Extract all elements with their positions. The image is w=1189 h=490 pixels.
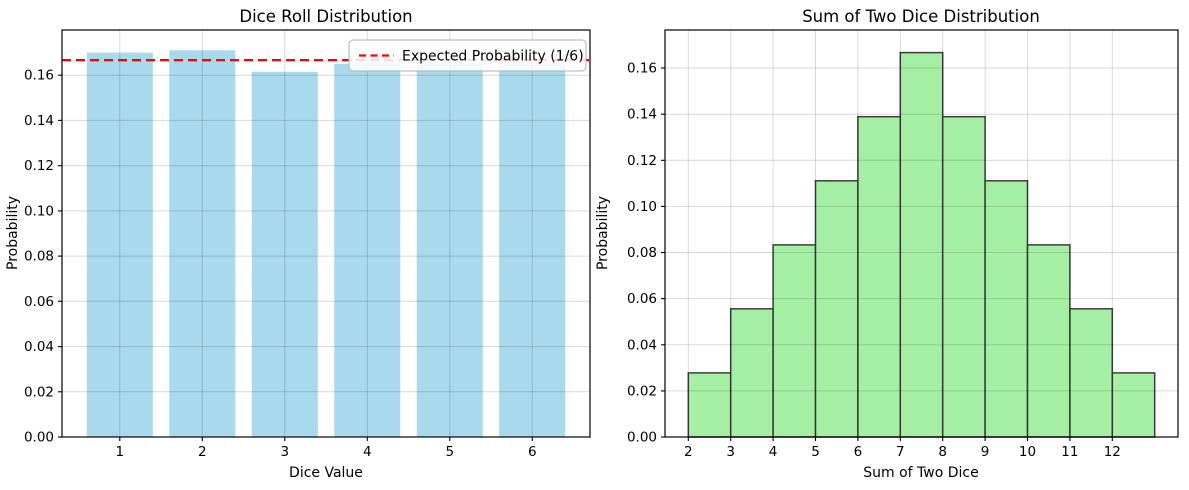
bar-sum-12	[1111, 372, 1156, 438]
ytick-label: 0.00	[627, 430, 657, 446]
left-chart-title: Dice Roll Distribution	[239, 7, 412, 26]
left-xaxis-label: Dice Value	[289, 465, 363, 481]
axes-spines	[61, 29, 591, 438]
ytick-label: 0.02	[24, 384, 54, 400]
bar-sum-4	[772, 244, 817, 438]
xtick-label: 6	[854, 444, 863, 460]
dice-bars	[86, 50, 566, 438]
ytick-label: 0.10	[24, 203, 54, 219]
xtick-label: 2	[198, 444, 207, 460]
bar-sum-8	[941, 115, 986, 438]
xtick-label: 4	[363, 444, 372, 460]
ytick-label: 0.06	[627, 291, 657, 307]
axes-spines	[664, 29, 1179, 438]
xtick-label: 3	[726, 444, 735, 460]
xtick-label: 12	[1104, 444, 1121, 460]
ytick-label: 0.16	[627, 61, 657, 77]
xtick-label: 5	[446, 444, 455, 460]
right-chart-plot-area: 0.00 0.02 0.04 0.06 0.08 0.10 0.12 0.14 0.16 2 3 4 5…	[627, 29, 1179, 461]
bar-dice-5	[416, 62, 483, 438]
xtick-label: 8	[938, 444, 947, 460]
xtick-label: 4	[769, 444, 778, 460]
xtick-label: 5	[811, 444, 820, 460]
xtick-label: 7	[896, 444, 905, 460]
ytick-label: 0.06	[24, 294, 54, 310]
ytick-label: 0.14	[627, 107, 657, 123]
right-chart-title: Sum of Two Dice Distribution	[802, 7, 1040, 26]
xtick-label: 6	[528, 444, 537, 460]
histogram-bars	[687, 51, 1156, 438]
ytick-label: 0.14	[24, 113, 54, 129]
xtick-label: 10	[1019, 444, 1036, 460]
ytick-label: 0.04	[24, 339, 54, 355]
ytick-label: 0.12	[24, 158, 54, 174]
bar-dice-4	[334, 63, 401, 438]
bar-dice-3	[251, 71, 318, 438]
bar-dice-2	[169, 50, 236, 438]
xtick-label: 1	[116, 444, 125, 460]
bar-dice-1	[86, 52, 153, 437]
xtick-label: 3	[281, 444, 290, 460]
right-yaxis-label: Probability	[595, 196, 611, 270]
axis-ticks: 0.00 0.02 0.04 0.06 0.08 0.10 0.12 0.14 0.16 1 2 3 4…	[24, 68, 537, 460]
bar-sum-3	[729, 308, 774, 438]
ytick-label: 0.08	[24, 249, 54, 265]
bar-sum-11	[1069, 308, 1114, 438]
right-xaxis-label: Sum of Two Dice	[863, 465, 978, 481]
ytick-label: 0.04	[627, 337, 657, 353]
bar-sum-5	[814, 180, 859, 438]
ytick-label: 0.12	[627, 153, 657, 169]
bar-sum-2	[687, 372, 732, 438]
bar-sum-10	[1026, 244, 1071, 438]
ytick-label: 0.16	[24, 68, 54, 84]
legend-label: Expected Probability (1/6)	[402, 49, 584, 65]
xtick-label: 11	[1061, 444, 1078, 460]
left-yaxis-label: Probability	[5, 196, 21, 270]
bar-sum-7	[899, 51, 944, 438]
ytick-label: 0.02	[627, 383, 657, 399]
legend: Expected Probability (1/6)	[348, 39, 587, 72]
ytick-label: 0.08	[627, 245, 657, 261]
ytick-label: 0.00	[24, 430, 54, 446]
xtick-label: 9	[981, 444, 990, 460]
axis-ticks: 0.00 0.02 0.04 0.06 0.08 0.10 0.12 0.14 0.16 2 3 4 5…	[627, 61, 1121, 461]
bar-dice-6	[499, 63, 566, 438]
bar-sum-6	[857, 115, 902, 438]
legend-box	[348, 39, 587, 72]
bar-sum-9	[984, 180, 1029, 438]
ytick-label: 0.10	[627, 199, 657, 215]
left-chart-plot-area: 0.00 0.02 0.04 0.06 0.08 0.10 0.12 0.14 0.16 1 2 3 4…	[24, 29, 591, 460]
xtick-label: 2	[684, 444, 693, 460]
